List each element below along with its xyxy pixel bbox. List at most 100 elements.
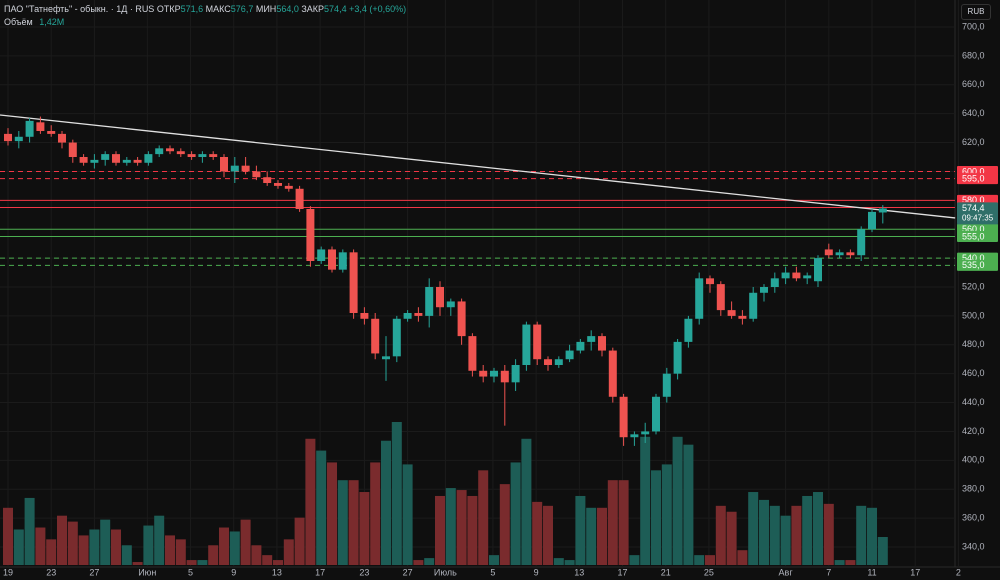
volume-bar bbox=[35, 527, 46, 565]
volume-bar bbox=[175, 539, 186, 565]
volume-bar bbox=[694, 555, 705, 565]
candle-body bbox=[544, 359, 552, 365]
candle-body bbox=[803, 275, 812, 279]
candle-body bbox=[198, 154, 207, 157]
volume-bar bbox=[651, 470, 661, 565]
legend: ПАО "Татнефть" - обыкн. · 1Д · RUS ОТКР5… bbox=[4, 3, 406, 29]
candle-body bbox=[144, 154, 153, 163]
x-tick-label: 11 bbox=[867, 567, 876, 577]
level-tag bbox=[957, 173, 998, 185]
volume-bar bbox=[370, 462, 381, 565]
candle-body bbox=[565, 350, 574, 360]
change: +3,4 (+0,60%) bbox=[349, 4, 407, 14]
volume-bar bbox=[845, 560, 856, 565]
candle-body bbox=[587, 336, 596, 342]
candle-body bbox=[371, 318, 380, 354]
volume-bar bbox=[640, 436, 651, 565]
candle-body bbox=[846, 252, 855, 256]
x-tick-label: 17 bbox=[315, 567, 325, 577]
y-tick-label: 380,0 bbox=[962, 484, 985, 494]
candle-body bbox=[630, 434, 639, 438]
candle-body bbox=[554, 359, 563, 365]
candle-body bbox=[716, 284, 725, 311]
value: 574,4 bbox=[324, 4, 347, 14]
x-tick-label: 23 bbox=[46, 567, 56, 577]
volume-bar bbox=[208, 545, 219, 565]
volume-bar bbox=[672, 436, 683, 565]
volume-bar bbox=[445, 488, 456, 565]
volume-bar bbox=[715, 505, 726, 565]
candle-body bbox=[284, 185, 293, 189]
candle-body bbox=[187, 154, 196, 157]
volume-bar bbox=[337, 480, 348, 565]
volume-bar bbox=[856, 505, 867, 565]
volume-bar bbox=[143, 525, 154, 565]
volume-bar bbox=[121, 545, 132, 565]
candle-body bbox=[414, 313, 423, 316]
candle-body bbox=[490, 370, 498, 377]
label: Объём bbox=[4, 17, 33, 27]
candle-body bbox=[522, 324, 531, 365]
candle-body bbox=[306, 209, 315, 261]
value: 576,7 bbox=[230, 4, 254, 14]
y-tick-label: 400,0 bbox=[962, 455, 985, 465]
last-price-label: 574,4 bbox=[962, 203, 985, 213]
x-tick-label: 5 bbox=[490, 567, 495, 577]
value: 564,0 bbox=[276, 4, 299, 14]
volume-bar bbox=[305, 438, 316, 565]
x-tick-label: Июн bbox=[138, 567, 156, 577]
candle-body bbox=[382, 356, 390, 360]
candle-body bbox=[241, 165, 250, 172]
candle-body bbox=[598, 336, 606, 351]
volume-bar bbox=[564, 560, 575, 565]
volume-bar bbox=[100, 519, 111, 565]
volume-bar bbox=[294, 517, 305, 565]
candle-body bbox=[209, 154, 218, 157]
volume-bar bbox=[661, 464, 672, 565]
level-label: 555,0 bbox=[962, 231, 985, 241]
candle-body bbox=[738, 315, 747, 319]
candle-body bbox=[252, 171, 261, 178]
trend-line bbox=[0, 114, 956, 219]
x-tick-label: 9 bbox=[534, 567, 539, 577]
y-tick-label: 640,0 bbox=[962, 108, 985, 118]
label: МАКС bbox=[205, 4, 231, 14]
volume-bar bbox=[165, 535, 175, 565]
y-tick-label: 500,0 bbox=[962, 310, 985, 320]
volume-bar bbox=[402, 464, 413, 565]
candle-body bbox=[479, 370, 488, 377]
level-label: 580,0 bbox=[962, 195, 985, 205]
x-tick-label: 9 bbox=[231, 567, 236, 577]
candle-body bbox=[468, 336, 477, 371]
candle-body bbox=[295, 188, 304, 209]
x-tick-label: 27 bbox=[89, 567, 99, 577]
volume-bar bbox=[46, 539, 57, 565]
currency-button[interactable]: RUB bbox=[961, 4, 991, 20]
volume-bar bbox=[67, 521, 78, 565]
volume-bar bbox=[532, 501, 543, 565]
volume-bar bbox=[197, 560, 208, 565]
candle-body bbox=[436, 287, 444, 308]
candle-body bbox=[770, 278, 779, 287]
volume-bar bbox=[316, 450, 327, 565]
candle-body bbox=[457, 301, 466, 337]
label: ОТКР bbox=[156, 4, 181, 14]
volume-bar bbox=[478, 470, 489, 565]
level-label: 560,0 bbox=[962, 224, 985, 234]
candle-body bbox=[79, 157, 88, 163]
volume-bar bbox=[543, 505, 553, 565]
volume-bar bbox=[607, 480, 618, 565]
candle-body bbox=[652, 396, 660, 432]
candle-body bbox=[857, 229, 866, 256]
volume-bar bbox=[435, 495, 445, 565]
candle-body bbox=[749, 292, 758, 319]
candle-body bbox=[349, 252, 358, 313]
candle-body bbox=[576, 341, 585, 351]
y-tick-label: 620,0 bbox=[962, 137, 985, 147]
candle-body bbox=[695, 278, 704, 319]
volume-bar bbox=[381, 440, 391, 565]
candle-body bbox=[814, 258, 822, 282]
volume-bar bbox=[597, 507, 607, 565]
volume-bar bbox=[251, 545, 262, 565]
